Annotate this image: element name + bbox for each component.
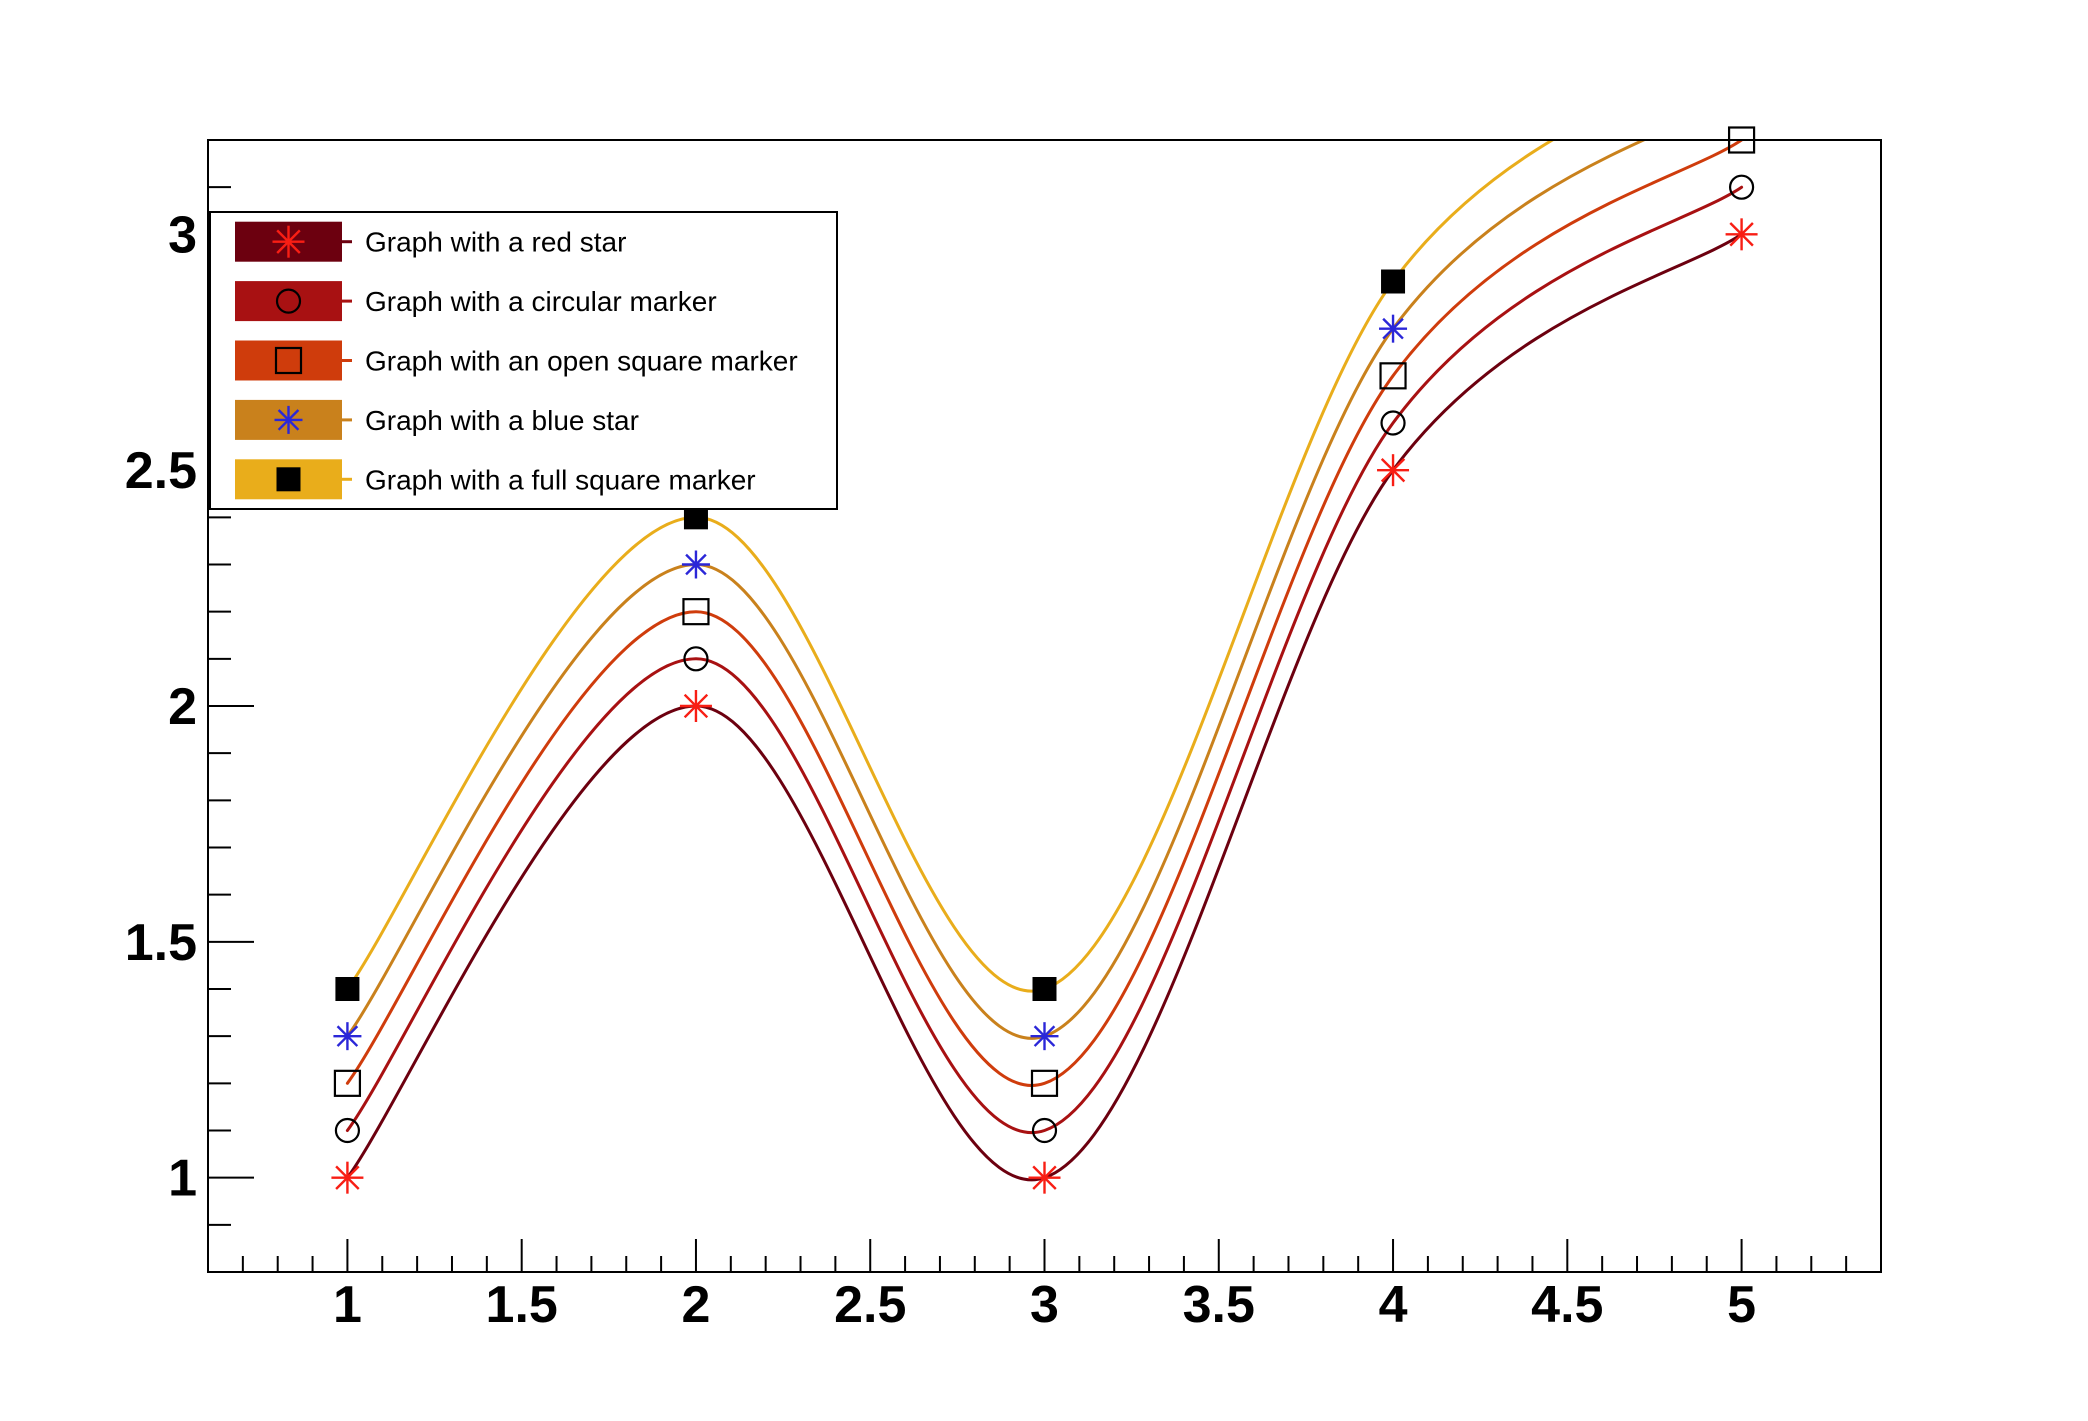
y-tick-label-1.5: 1.5 [125,914,197,972]
marker-open-square-x3 [1030,1069,1059,1097]
marker-red-star-x1 [331,1161,364,1194]
legend-open-square-marker-icon [274,346,303,375]
y-tick-label-3: 3 [168,206,197,264]
legend-item-full-square: Graph with a full square marker [235,459,756,500]
marker-red-star-x4 [1377,454,1410,487]
legend-item-red-star: Graph with a red star [235,221,626,262]
marker-red-star-x2 [679,690,712,722]
x-tick-label-1: 1 [333,1276,362,1334]
legend-label-full-square: Graph with a full square marker [365,464,756,495]
marker-red-star-x3 [1028,1161,1061,1194]
legend-item-circular: Graph with a circular marker [235,281,717,322]
marker-circular-x5 [1728,174,1755,200]
star-ray [683,693,709,719]
marker-open-square-x1 [333,1069,362,1097]
marker-blue-star-x1 [333,1022,362,1051]
x-tick-label-2.5: 2.5 [834,1276,906,1334]
legend-swatch-circular [235,281,342,322]
legend-item-blue-star: Graph with a blue star [235,399,639,440]
star-ray [276,229,301,254]
y-tick-label-2.5: 2.5 [125,442,197,500]
x-tick-label-2: 2 [681,1276,710,1334]
marker-full-square-x1 [335,977,360,1001]
marker-full-square-x3 [1032,977,1057,1001]
y-axis-labels: 1 1.5 2 2.5 3 [125,206,197,1207]
x-axis-labels: 1 1.5 2 2.5 3 3.5 4 4.5 5 [333,1276,1756,1334]
legend-label-circular: Graph with a circular marker [365,286,717,317]
marker-blue-star-x2 [681,550,710,579]
marker-circular-x4 [1380,410,1406,436]
y-tick-label-1: 1 [168,1150,197,1208]
x-tick-label-5: 5 [1727,1276,1756,1334]
marker-full-square-x4 [1381,269,1406,294]
marker-blue-star-x4 [1379,314,1408,343]
curve-circular [345,185,1744,1135]
curve-open-square [345,140,1744,1087]
star-ray [335,1165,360,1190]
star-ray [1729,222,1754,247]
marker-red-star-x5 [1725,218,1758,251]
marker-circular-x3 [1031,1117,1058,1144]
x-tick-label-3.5: 3.5 [1183,1276,1255,1334]
star-ray [277,409,300,431]
star-ray [1032,1165,1057,1190]
legend-red-star-marker-icon [272,225,305,258]
marker-circular-x2 [683,646,709,672]
legend-swatch-open-square [235,340,342,381]
legend-circular-marker-icon [275,288,302,314]
marker-circular-x1 [334,1117,361,1144]
star-ray [685,553,707,576]
x-tick-label-4.5: 4.5 [1531,1276,1603,1334]
legend-blue-star-marker-icon [274,405,303,434]
legend-label-red-star: Graph with a red star [365,227,626,258]
star-ray [1380,458,1406,483]
legend: Graph with a red star Graph with a circul… [209,211,838,510]
legend-label-open-square: Graph with an open square marker [365,346,798,377]
legend-label-blue-star: Graph with a blue star [365,405,639,436]
x-tick-label-1.5: 1.5 [486,1276,558,1334]
marker-blue-star-x3 [1030,1022,1059,1051]
marker-open-square-x2 [682,598,710,626]
star-ray [1033,1025,1056,1047]
x-tick-label-4: 4 [1379,1276,1408,1334]
legend-full-square-marker-icon [276,467,301,492]
star-ray [336,1025,359,1047]
x-tick-label-3: 3 [1030,1276,1059,1334]
marker-open-square-x4 [1379,362,1407,390]
y-tick-label-2: 2 [168,678,197,736]
marker-open-square-x5 [1727,126,1756,154]
star-ray [1382,317,1404,340]
legend-item-open-square: Graph with an open square marker [235,340,798,381]
